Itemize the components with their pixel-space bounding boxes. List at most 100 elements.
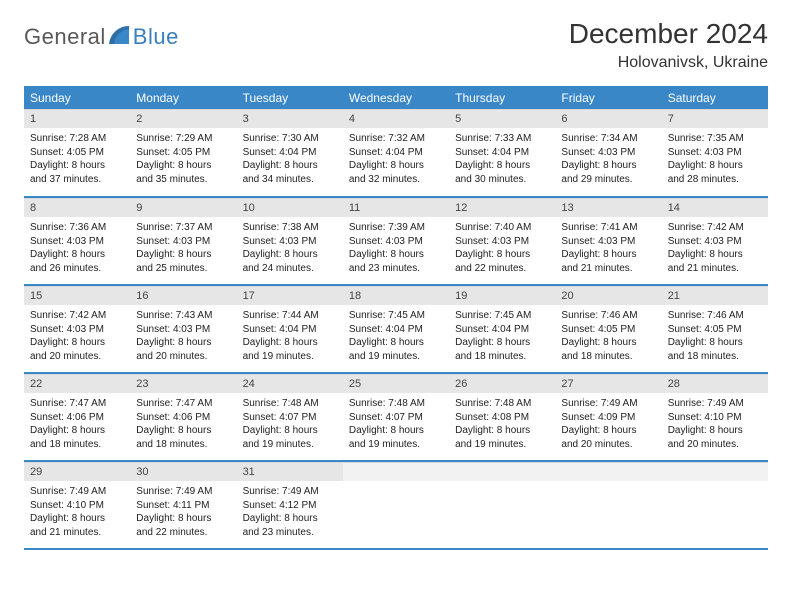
calendar-week-row: 8Sunrise: 7:36 AMSunset: 4:03 PMDaylight… xyxy=(24,197,768,285)
calendar-day-cell: 2Sunrise: 7:29 AMSunset: 4:05 PMDaylight… xyxy=(130,109,236,197)
calendar-day-cell: 11Sunrise: 7:39 AMSunset: 4:03 PMDayligh… xyxy=(343,197,449,285)
day-body: Sunrise: 7:42 AMSunset: 4:03 PMDaylight:… xyxy=(662,217,768,281)
calendar-day-cell: 15Sunrise: 7:42 AMSunset: 4:03 PMDayligh… xyxy=(24,285,130,373)
calendar-day-cell: 12Sunrise: 7:40 AMSunset: 4:03 PMDayligh… xyxy=(449,197,555,285)
sunset-line: Sunset: 4:09 PM xyxy=(561,411,655,425)
day-body: Sunrise: 7:32 AMSunset: 4:04 PMDaylight:… xyxy=(343,128,449,192)
calendar-day-cell: 22Sunrise: 7:47 AMSunset: 4:06 PMDayligh… xyxy=(24,373,130,461)
sunrise-line: Sunrise: 7:37 AM xyxy=(136,221,230,235)
calendar-day-cell xyxy=(343,461,449,549)
sunrise-line: Sunrise: 7:36 AM xyxy=(30,221,124,235)
sunrise-line: Sunrise: 7:42 AM xyxy=(30,309,124,323)
day-body: Sunrise: 7:29 AMSunset: 4:05 PMDaylight:… xyxy=(130,128,236,192)
day-header: Tuesday xyxy=(237,87,343,110)
calendar-day-cell: 4Sunrise: 7:32 AMSunset: 4:04 PMDaylight… xyxy=(343,109,449,197)
day-body: Sunrise: 7:34 AMSunset: 4:03 PMDaylight:… xyxy=(555,128,661,192)
day-body: Sunrise: 7:49 AMSunset: 4:09 PMDaylight:… xyxy=(555,393,661,457)
day-body: Sunrise: 7:49 AMSunset: 4:11 PMDaylight:… xyxy=(130,481,236,545)
sunset-line: Sunset: 4:03 PM xyxy=(668,235,762,249)
sunrise-line: Sunrise: 7:30 AM xyxy=(243,132,337,146)
day-number: 1 xyxy=(24,109,130,128)
daylight-line: Daylight: 8 hours and 26 minutes. xyxy=(30,248,124,275)
calendar-day-cell xyxy=(449,461,555,549)
day-number: 25 xyxy=(343,374,449,393)
day-body: Sunrise: 7:46 AMSunset: 4:05 PMDaylight:… xyxy=(555,305,661,369)
day-body: Sunrise: 7:42 AMSunset: 4:03 PMDaylight:… xyxy=(24,305,130,369)
sunrise-line: Sunrise: 7:29 AM xyxy=(136,132,230,146)
calendar-day-cell: 31Sunrise: 7:49 AMSunset: 4:12 PMDayligh… xyxy=(237,461,343,549)
sunrise-line: Sunrise: 7:44 AM xyxy=(243,309,337,323)
sunrise-line: Sunrise: 7:47 AM xyxy=(30,397,124,411)
calendar-day-cell: 13Sunrise: 7:41 AMSunset: 4:03 PMDayligh… xyxy=(555,197,661,285)
day-number: 27 xyxy=(555,374,661,393)
calendar-day-cell: 18Sunrise: 7:45 AMSunset: 4:04 PMDayligh… xyxy=(343,285,449,373)
sunset-line: Sunset: 4:04 PM xyxy=(349,146,443,160)
daylight-line: Daylight: 8 hours and 19 minutes. xyxy=(349,424,443,451)
sunrise-line: Sunrise: 7:34 AM xyxy=(561,132,655,146)
daylight-line: Daylight: 8 hours and 25 minutes. xyxy=(136,248,230,275)
sunset-line: Sunset: 4:07 PM xyxy=(349,411,443,425)
day-number: 24 xyxy=(237,374,343,393)
sunrise-line: Sunrise: 7:49 AM xyxy=(136,485,230,499)
logo-text-blue: Blue xyxy=(133,24,179,50)
sunset-line: Sunset: 4:12 PM xyxy=(243,499,337,513)
daylight-line: Daylight: 8 hours and 19 minutes. xyxy=(349,336,443,363)
daylight-line: Daylight: 8 hours and 34 minutes. xyxy=(243,159,337,186)
day-number: 3 xyxy=(237,109,343,128)
day-body: Sunrise: 7:45 AMSunset: 4:04 PMDaylight:… xyxy=(449,305,555,369)
calendar-day-cell: 17Sunrise: 7:44 AMSunset: 4:04 PMDayligh… xyxy=(237,285,343,373)
calendar-day-cell: 8Sunrise: 7:36 AMSunset: 4:03 PMDaylight… xyxy=(24,197,130,285)
daylight-line: Daylight: 8 hours and 21 minutes. xyxy=(561,248,655,275)
day-body: Sunrise: 7:48 AMSunset: 4:08 PMDaylight:… xyxy=(449,393,555,457)
calendar-day-cell: 28Sunrise: 7:49 AMSunset: 4:10 PMDayligh… xyxy=(662,373,768,461)
day-body: Sunrise: 7:46 AMSunset: 4:05 PMDaylight:… xyxy=(662,305,768,369)
day-body: Sunrise: 7:40 AMSunset: 4:03 PMDaylight:… xyxy=(449,217,555,281)
day-number xyxy=(449,462,555,481)
sunset-line: Sunset: 4:03 PM xyxy=(455,235,549,249)
day-number: 19 xyxy=(449,286,555,305)
daylight-line: Daylight: 8 hours and 28 minutes. xyxy=(668,159,762,186)
day-body: Sunrise: 7:35 AMSunset: 4:03 PMDaylight:… xyxy=(662,128,768,192)
day-header: Thursday xyxy=(449,87,555,110)
day-body: Sunrise: 7:49 AMSunset: 4:10 PMDaylight:… xyxy=(24,481,130,545)
sunrise-line: Sunrise: 7:48 AM xyxy=(455,397,549,411)
day-number: 9 xyxy=(130,198,236,217)
sunset-line: Sunset: 4:10 PM xyxy=(668,411,762,425)
day-body: Sunrise: 7:49 AMSunset: 4:10 PMDaylight:… xyxy=(662,393,768,457)
calendar-week-row: 15Sunrise: 7:42 AMSunset: 4:03 PMDayligh… xyxy=(24,285,768,373)
sunset-line: Sunset: 4:10 PM xyxy=(30,499,124,513)
sunrise-line: Sunrise: 7:28 AM xyxy=(30,132,124,146)
sunrise-line: Sunrise: 7:48 AM xyxy=(243,397,337,411)
day-header: Monday xyxy=(130,87,236,110)
sunrise-line: Sunrise: 7:48 AM xyxy=(349,397,443,411)
sunset-line: Sunset: 4:03 PM xyxy=(668,146,762,160)
sunset-line: Sunset: 4:03 PM xyxy=(30,323,124,337)
daylight-line: Daylight: 8 hours and 20 minutes. xyxy=(136,336,230,363)
day-number: 21 xyxy=(662,286,768,305)
sunrise-line: Sunrise: 7:43 AM xyxy=(136,309,230,323)
calendar-day-cell: 10Sunrise: 7:38 AMSunset: 4:03 PMDayligh… xyxy=(237,197,343,285)
daylight-line: Daylight: 8 hours and 23 minutes. xyxy=(349,248,443,275)
day-number: 2 xyxy=(130,109,236,128)
daylight-line: Daylight: 8 hours and 20 minutes. xyxy=(561,424,655,451)
day-body: Sunrise: 7:28 AMSunset: 4:05 PMDaylight:… xyxy=(24,128,130,192)
daylight-line: Daylight: 8 hours and 37 minutes. xyxy=(30,159,124,186)
calendar-week-row: 22Sunrise: 7:47 AMSunset: 4:06 PMDayligh… xyxy=(24,373,768,461)
location-label: Holovanivsk, Ukraine xyxy=(569,54,768,72)
day-body: Sunrise: 7:48 AMSunset: 4:07 PMDaylight:… xyxy=(343,393,449,457)
day-body: Sunrise: 7:30 AMSunset: 4:04 PMDaylight:… xyxy=(237,128,343,192)
day-number: 11 xyxy=(343,198,449,217)
sunrise-line: Sunrise: 7:45 AM xyxy=(455,309,549,323)
sunrise-line: Sunrise: 7:49 AM xyxy=(243,485,337,499)
daylight-line: Daylight: 8 hours and 21 minutes. xyxy=(30,512,124,539)
calendar-week-row: 1Sunrise: 7:28 AMSunset: 4:05 PMDaylight… xyxy=(24,109,768,197)
day-body: Sunrise: 7:36 AMSunset: 4:03 PMDaylight:… xyxy=(24,217,130,281)
calendar-day-cell: 14Sunrise: 7:42 AMSunset: 4:03 PMDayligh… xyxy=(662,197,768,285)
day-number: 29 xyxy=(24,462,130,481)
title-block: December 2024 Holovanivsk, Ukraine xyxy=(569,18,768,72)
calendar-day-cell xyxy=(555,461,661,549)
sunrise-line: Sunrise: 7:46 AM xyxy=(561,309,655,323)
day-header: Sunday xyxy=(24,87,130,110)
daylight-line: Daylight: 8 hours and 20 minutes. xyxy=(668,424,762,451)
daylight-line: Daylight: 8 hours and 35 minutes. xyxy=(136,159,230,186)
